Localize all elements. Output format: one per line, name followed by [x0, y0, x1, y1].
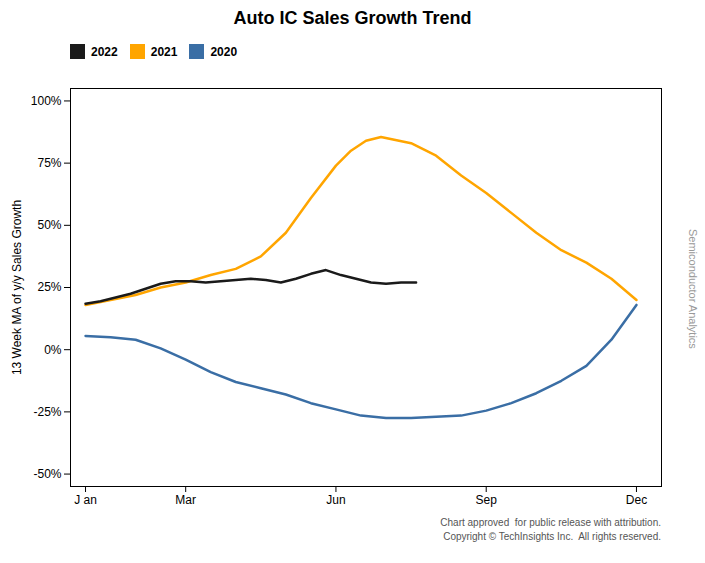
svg-text:50%: 50%	[37, 218, 61, 232]
html-text:Copyright © TechInsights Inc.: Copyright © TechInsights Inc. All rights…	[443, 531, 661, 542]
svg-text:J an: J an	[74, 493, 97, 507]
html-text:2022: 2022	[91, 44, 118, 59]
svg-text:Mar: Mar	[175, 493, 196, 507]
svg-text:Sep: Sep	[476, 493, 498, 507]
svg-text:Dec: Dec	[626, 493, 647, 507]
svg-text:75%: 75%	[37, 156, 61, 170]
html-text:Auto IC Sales Growth Trend: Auto IC Sales Growth Trend	[233, 8, 472, 28]
svg-text:0%: 0%	[44, 343, 62, 357]
html-text:Chart approved for public rele: Chart approved for public release with a…	[440, 517, 661, 528]
svg-text:-25%: -25%	[33, 405, 61, 419]
html-text:2021: 2021	[150, 44, 178, 59]
svg-text:Jun: Jun	[326, 493, 345, 507]
html-text:Semiconductor Analytics: Semiconductor Analytics	[687, 228, 699, 349]
html-text:2020: 2020	[210, 44, 238, 59]
svg-text:-50%: -50%	[33, 467, 61, 481]
svg-text:100%: 100%	[31, 94, 62, 108]
svg-text:25%: 25%	[37, 280, 61, 294]
svg-text:13 Week MA of y/y Sales Growth: 13 Week MA of y/y Sales Growth	[10, 200, 24, 375]
